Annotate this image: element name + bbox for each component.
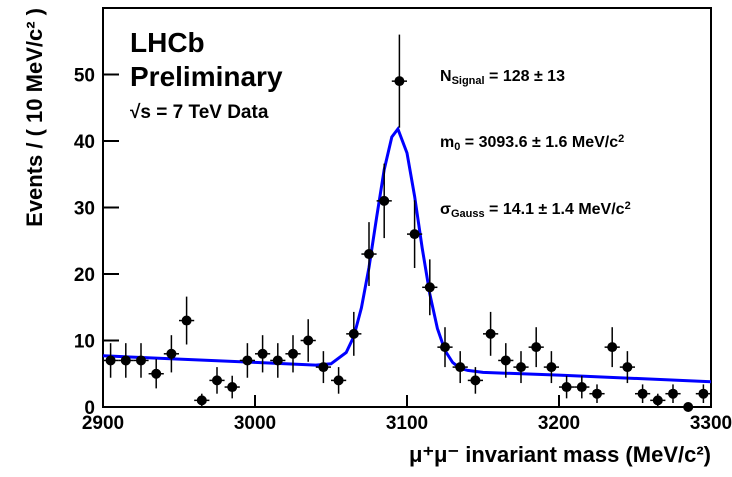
data-point [105, 355, 116, 366]
data-point [242, 355, 253, 366]
annotation-part: N [440, 68, 452, 85]
fit-curve [102, 125, 712, 384]
data-point [440, 342, 450, 353]
data-point [561, 382, 572, 393]
data-point [531, 342, 542, 353]
data-point [455, 362, 466, 373]
data-point [227, 382, 238, 393]
annotation-part: = 14.1 ± 1.4 MeV/c [485, 201, 625, 218]
annotation-part: = 128 ± 13 [485, 68, 566, 85]
data-point [379, 195, 390, 206]
data-point [364, 249, 374, 260]
data-point [622, 362, 633, 373]
data-point [546, 362, 557, 373]
data-point [120, 355, 131, 366]
data-point [318, 362, 329, 373]
annotation-part: = 3093.6 ± 1.6 MeV/c [460, 134, 618, 151]
data-point [637, 388, 648, 399]
annotation-part: m [440, 134, 454, 151]
annotation-part: 2 [618, 133, 624, 145]
y-tick-label: 0 [84, 398, 95, 419]
annotation-part: Gauss [451, 208, 485, 220]
data-point [409, 229, 420, 240]
data-point [683, 402, 694, 412]
x-axis-label: μ⁺μ⁻ invariant mass (MeV/c²) [409, 442, 711, 467]
data-point [394, 76, 405, 87]
data-point [668, 388, 678, 399]
y-tick-label: 40 [74, 132, 95, 153]
fit-annotation: NSignal = 128 ± 13 [440, 68, 565, 87]
x-tick-label: 3300 [690, 413, 732, 434]
data-point [698, 388, 709, 399]
data-point [136, 355, 146, 366]
status-label: Preliminary [130, 61, 283, 92]
data-point [485, 328, 496, 339]
annotation-part: σ [440, 201, 451, 218]
data-point [196, 395, 207, 406]
data-point [470, 375, 481, 386]
data-point [212, 375, 222, 386]
data-point [257, 348, 268, 359]
energy-label: √s = 7 TeV Data [130, 102, 269, 123]
data-point [288, 348, 298, 359]
data-point [348, 328, 359, 339]
data-point [607, 342, 618, 353]
data-point [333, 375, 344, 386]
data-point [151, 368, 162, 379]
fit-annotation: m0 = 3093.6 ± 1.6 MeV/c2 [440, 133, 624, 153]
data-point [652, 395, 663, 406]
data-point [516, 362, 526, 373]
y-tick-label: 10 [74, 332, 95, 353]
x-tick-label: 3100 [386, 413, 428, 434]
experiment-label: LHCb [130, 27, 205, 58]
y-tick-label: 20 [74, 265, 95, 286]
data-point [592, 388, 602, 399]
x-tick-label: 3000 [234, 413, 276, 434]
data-point [576, 382, 587, 393]
y-axis-label: Events / ( 10 MeV/c² ) [22, 8, 47, 227]
data-point [181, 315, 192, 326]
fit-annotation: σGauss = 14.1 ± 1.4 MeV/c2 [440, 200, 631, 220]
data-point [500, 355, 511, 366]
data-point [424, 282, 435, 293]
data-point [166, 348, 177, 359]
y-tick-label: 30 [74, 199, 95, 220]
annotation-part: 0 [454, 141, 460, 153]
y-tick-label: 50 [74, 66, 95, 87]
x-tick-label: 3200 [538, 413, 580, 434]
x-tick-label: 2900 [82, 413, 124, 434]
annotation-part: Signal [452, 75, 485, 87]
annotation-part: 2 [625, 200, 631, 212]
data-point [272, 355, 283, 366]
data-point [303, 335, 314, 346]
